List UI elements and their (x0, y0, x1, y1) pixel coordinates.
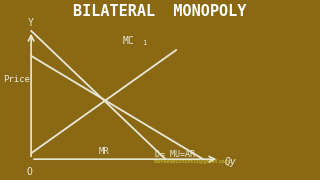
Text: MR: MR (98, 147, 109, 156)
Text: O: O (27, 166, 33, 177)
Text: Price: Price (3, 75, 30, 84)
Text: BILATERAL  MONOPOLY: BILATERAL MONOPOLY (73, 4, 247, 19)
Text: D= MU=AR: D= MU=AR (155, 150, 195, 159)
Text: Y: Y (28, 18, 34, 28)
Text: MC: MC (123, 35, 134, 46)
Text: rasheedeconomics@gmail.com: rasheedeconomics@gmail.com (154, 159, 230, 164)
Text: 1: 1 (143, 40, 147, 46)
Text: Qy: Qy (225, 157, 236, 167)
